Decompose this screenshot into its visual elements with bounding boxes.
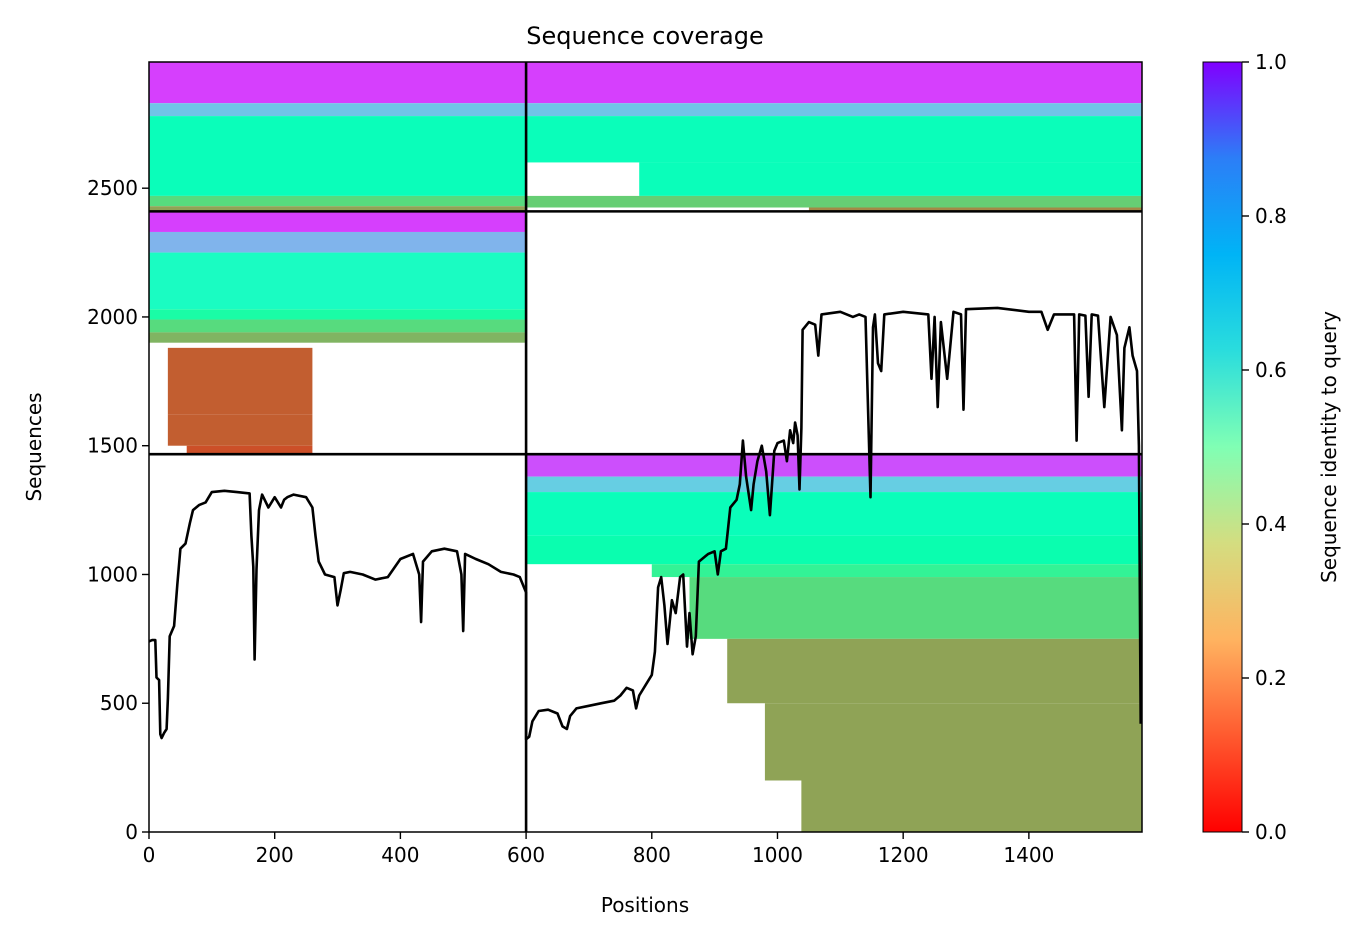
y-tick-label: 2000 xyxy=(87,305,138,329)
x-tick-label: 800 xyxy=(633,843,671,867)
coverage-block xyxy=(526,454,1142,832)
coverage-block xyxy=(526,62,1142,212)
coverage-band xyxy=(526,103,1142,117)
colorbar-tick-label: 1.0 xyxy=(1255,50,1287,74)
coverage-band xyxy=(149,252,527,310)
coverage-band xyxy=(186,445,313,455)
coverage-band xyxy=(149,103,527,117)
coverage-band xyxy=(149,62,527,104)
coverage-band xyxy=(526,492,1142,536)
coverage-band xyxy=(149,211,527,232)
coverage-band xyxy=(651,564,1142,578)
x-axis-ticks: 0 200 400 600 800 1000 1200 1400 xyxy=(143,832,1054,867)
coverage-band xyxy=(149,231,527,253)
y-tick-label: 0 xyxy=(125,820,138,844)
plot-frame xyxy=(148,61,1143,833)
x-tick-label: 1400 xyxy=(1003,843,1054,867)
coverage-band xyxy=(526,116,1142,163)
y-axis-label: Sequences xyxy=(22,392,46,501)
coverage-band xyxy=(764,703,1142,781)
y-tick-label: 1500 xyxy=(87,434,138,458)
coverage-band xyxy=(149,206,527,212)
chart-title: Sequence coverage xyxy=(526,22,763,50)
colorbar-label: Sequence identity to query xyxy=(1317,311,1341,583)
chain-boundaries xyxy=(149,62,1142,832)
coverage-band xyxy=(639,162,1142,196)
coverage-band xyxy=(526,476,1142,493)
colorbar-tick-label: 0.4 xyxy=(1255,512,1287,536)
x-tick-label: 0 xyxy=(143,843,156,867)
colorbar-ticks: 0.0 0.2 0.4 0.6 0.8 1.0 xyxy=(1242,50,1287,844)
coverage-heatmap xyxy=(149,62,1142,832)
colorbar-tick-label: 0.8 xyxy=(1255,204,1287,228)
plot-area xyxy=(149,62,1142,832)
coverage-band xyxy=(526,454,1142,477)
x-tick-label: 600 xyxy=(507,843,545,867)
x-tick-label: 400 xyxy=(381,843,419,867)
coverage-band xyxy=(689,577,1142,639)
coverage-line-layer xyxy=(149,306,1142,741)
coverage-band xyxy=(526,535,1142,565)
coverage-band xyxy=(149,195,527,207)
colorbar-tick-label: 0.0 xyxy=(1255,820,1287,844)
coverage-band xyxy=(149,309,527,320)
coverage-band xyxy=(167,347,313,415)
y-tick-label: 500 xyxy=(100,691,138,715)
y-tick-label: 1000 xyxy=(87,562,138,586)
coverage-band xyxy=(149,319,527,333)
colorbar-gradient xyxy=(1202,61,1243,833)
coverage-band xyxy=(167,414,313,446)
coverage-band xyxy=(808,207,1142,212)
coverage-band xyxy=(149,116,527,196)
colorbar-tick-label: 0.2 xyxy=(1255,666,1287,690)
y-axis-ticks: 0 500 1000 1500 2000 2500 xyxy=(87,176,149,844)
coverage-line xyxy=(149,306,1142,741)
coverage-band xyxy=(727,638,1142,704)
x-tick-label: 200 xyxy=(256,843,294,867)
y-tick-label: 2500 xyxy=(87,176,138,200)
coverage-band xyxy=(526,195,1142,208)
x-tick-label: 1200 xyxy=(878,843,929,867)
coverage-block xyxy=(149,211,527,455)
x-axis-label: Positions xyxy=(601,893,689,917)
coverage-band xyxy=(801,780,1142,832)
x-tick-label: 1000 xyxy=(752,843,803,867)
coverage-block xyxy=(149,62,527,212)
coverage-band xyxy=(526,62,1142,104)
coverage-band xyxy=(149,332,527,343)
colorbar: 0.0 0.2 0.4 0.6 0.8 1.0 Sequence identity to … xyxy=(1202,50,1341,844)
colorbar-tick-label: 0.6 xyxy=(1255,358,1287,382)
